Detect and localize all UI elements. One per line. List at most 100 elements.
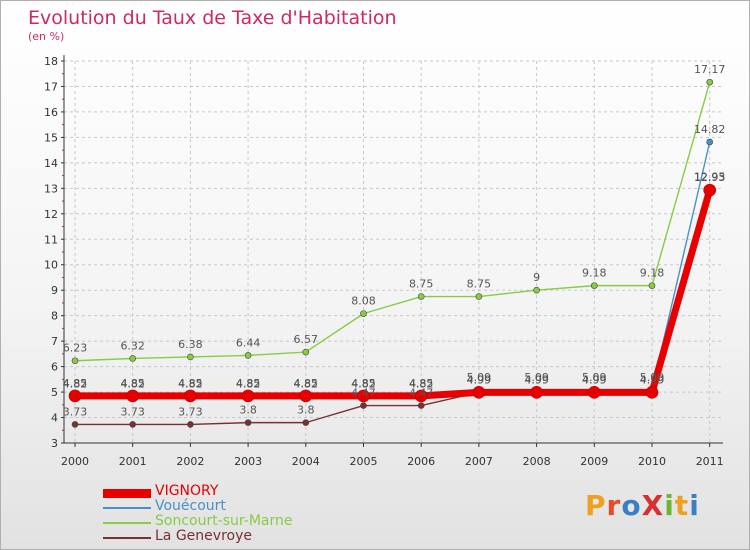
data-label: 4.82 xyxy=(294,378,319,391)
data-label: 6.44 xyxy=(236,336,261,349)
y-tick-label: 4 xyxy=(51,412,58,425)
data-label: 8.08 xyxy=(351,295,376,308)
data-label: 4.99 xyxy=(640,373,665,386)
data-label: 3.8 xyxy=(297,404,315,417)
proxiti-logo: ProXiti xyxy=(585,489,700,522)
data-point xyxy=(417,402,425,409)
x-tick-label: 2003 xyxy=(234,455,262,468)
data-point xyxy=(417,293,425,300)
data-label: 3.73 xyxy=(120,405,145,418)
data-label: 4.99 xyxy=(640,373,665,386)
data-point xyxy=(187,421,194,428)
legend-label: La Genevroye xyxy=(155,528,252,544)
y-tick-label: 13 xyxy=(44,182,58,195)
data-label: 5.09 xyxy=(640,371,665,384)
data-label: 8.75 xyxy=(467,278,492,291)
data-label: 4.85 xyxy=(63,377,88,390)
data-label: 4.85 xyxy=(120,377,145,390)
x-tick-label: 2001 xyxy=(119,455,147,468)
x-tick-label: 2000 xyxy=(61,455,89,468)
y-tick-label: 9 xyxy=(51,284,58,297)
y-tick-label: 11 xyxy=(44,233,58,246)
data-point xyxy=(360,310,367,317)
data-point xyxy=(414,389,428,403)
data-point xyxy=(302,419,310,426)
data-label: 12.95 xyxy=(694,171,726,184)
data-label: 12.93 xyxy=(694,171,726,184)
data-label: 5.09 xyxy=(467,371,492,384)
data-point xyxy=(533,286,540,294)
data-point xyxy=(129,355,136,362)
data-point xyxy=(530,386,543,399)
data-point xyxy=(244,352,252,359)
x-tick-label: 2002 xyxy=(176,455,204,468)
data-point xyxy=(71,357,79,365)
data-point xyxy=(68,389,82,403)
data-label: 4.85 xyxy=(178,377,203,390)
data-label: 4.99 xyxy=(524,373,549,386)
data-point xyxy=(299,389,313,403)
y-tick-label: 12 xyxy=(44,208,58,221)
x-tick-label: 2010 xyxy=(638,455,666,468)
y-tick-label: 14 xyxy=(44,157,58,170)
data-label: 4.47 xyxy=(351,387,376,400)
data-label: 5.09 xyxy=(524,371,549,384)
data-point xyxy=(71,421,79,428)
data-point xyxy=(587,386,601,399)
y-tick-label: 5 xyxy=(51,386,58,399)
x-tick-label: 2006 xyxy=(407,455,435,468)
data-point xyxy=(703,183,717,197)
y-tick-label: 8 xyxy=(51,310,58,323)
data-point xyxy=(357,389,370,403)
data-point xyxy=(302,348,310,356)
data-label: 5.09 xyxy=(582,371,607,384)
y-tick-label: 17 xyxy=(44,80,58,93)
data-point xyxy=(126,389,139,403)
data-label: 9 xyxy=(533,271,540,284)
x-tick-label: 2008 xyxy=(523,455,551,468)
legend-label: Vouécourt xyxy=(155,498,226,514)
data-label: 4.85 xyxy=(236,377,261,390)
data-label: 3.73 xyxy=(178,405,203,418)
y-tick-label: 15 xyxy=(44,131,58,144)
data-label: 3.8 xyxy=(239,404,257,417)
data-label: 4.99 xyxy=(582,373,607,386)
legend-swatch xyxy=(103,522,151,524)
data-label: 8.75 xyxy=(409,278,434,291)
data-point xyxy=(472,386,486,399)
data-label: 4.99 xyxy=(467,373,492,386)
legend-swatch xyxy=(103,507,151,509)
data-point xyxy=(241,389,255,403)
y-tick-label: 18 xyxy=(44,55,58,68)
data-label: 6.57 xyxy=(294,333,319,346)
series-line-1 xyxy=(75,141,711,398)
data-label: 4.99 xyxy=(582,373,607,386)
data-label: 6.38 xyxy=(178,338,203,351)
data-point xyxy=(360,402,367,409)
y-tick-label: 6 xyxy=(51,361,58,374)
data-label: 4.85 xyxy=(351,377,376,390)
x-tick-label: 2004 xyxy=(292,455,320,468)
data-point xyxy=(648,282,656,289)
data-label: 4.82 xyxy=(63,378,88,391)
data-point xyxy=(645,386,659,399)
data-label: 4.85 xyxy=(294,377,319,390)
data-point xyxy=(187,353,194,361)
data-label: 4.85 xyxy=(409,377,434,390)
data-point xyxy=(475,293,483,300)
data-label: 9.18 xyxy=(640,267,665,280)
data-label: 4.82 xyxy=(120,378,145,391)
chart-title: Evolution du Taux de Taxe d'Habitation xyxy=(28,7,397,29)
data-point xyxy=(590,282,598,289)
data-point xyxy=(244,419,252,426)
data-label: 4.99 xyxy=(524,373,549,386)
legend-label: Soncourt-sur-Marne xyxy=(155,513,293,529)
x-tick-label: 2005 xyxy=(350,455,378,468)
data-point xyxy=(184,389,197,403)
legend-swatch xyxy=(103,537,151,539)
y-tick-label: 7 xyxy=(51,335,58,348)
data-label: 4.82 xyxy=(351,378,376,391)
data-point xyxy=(706,78,714,86)
